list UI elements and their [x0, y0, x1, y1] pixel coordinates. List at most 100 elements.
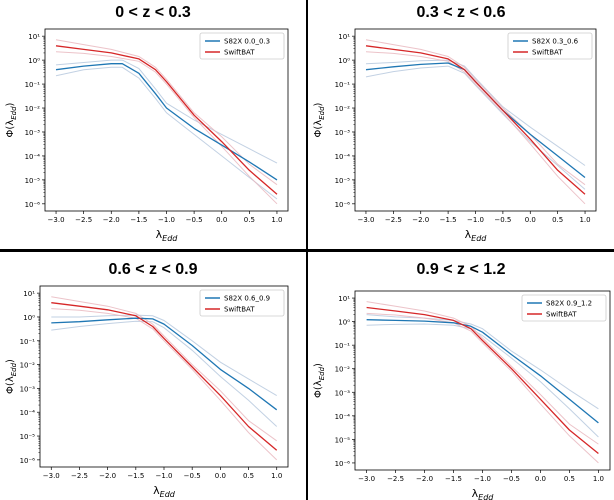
x-tick-label: −2.0 — [412, 216, 429, 224]
x-tick-label: −2.0 — [103, 216, 120, 224]
panel-title: 0 < z < 0.3 — [115, 4, 191, 21]
x-tick-label: −2.0 — [416, 475, 433, 483]
y-tick-label: 10⁰ — [338, 319, 350, 327]
x-tick-label: −1.5 — [445, 475, 462, 483]
y-tick-label: 10⁻¹ — [25, 81, 41, 89]
series-upper-bound — [51, 296, 277, 442]
x-tick-label: −0.5 — [494, 216, 511, 224]
x-tick-label: −1.5 — [440, 216, 457, 224]
legend-label: SwiftBAT — [224, 49, 255, 57]
legend-box — [199, 32, 285, 60]
y-tick-label: 10⁰ — [28, 57, 40, 65]
panel-title: 0.9 < z < 1.2 — [416, 261, 506, 278]
horizontal-divider — [0, 249, 614, 252]
x-tick-label: −3.0 — [43, 472, 60, 480]
x-tick-label: 0.5 — [564, 475, 575, 483]
y-tick-label: 10⁻⁴ — [335, 413, 351, 421]
x-tick-label: −1.0 — [158, 216, 175, 224]
y-tick-label: 10⁻⁵ — [335, 177, 351, 185]
panel-z-0.9-1.2: 0.9 < z < 1.2 −3.0 −2.5 −2.0 −1.5 −1.0 −0.5 0.… — [308, 252, 614, 500]
series-lower-bound — [55, 66, 278, 200]
x-tick-label: −2.5 — [385, 216, 402, 224]
x-tick-label: −3.0 — [358, 475, 375, 483]
y-tick-label: 10⁻⁵ — [20, 433, 36, 441]
series-upper-bound — [366, 314, 599, 410]
x-tick-label: −0.5 — [186, 216, 203, 224]
legend-label: SwiftBAT — [224, 306, 255, 314]
panel-plot: −3.0 −2.5 −2.0 −1.5 −1.0 −0.5 0.0 0.5 1.0 10⁻⁶ 10⁻… — [5, 285, 289, 499]
x-tick-label: −0.5 — [184, 472, 201, 480]
x-tick-label: 0.0 — [535, 475, 546, 483]
x-tick-label: 0.0 — [525, 216, 536, 224]
x-tick-label: 0.5 — [243, 472, 254, 480]
x-tick-label: 1.0 — [271, 472, 282, 480]
x-tick-label: −3.0 — [48, 216, 65, 224]
y-tick-label: 10⁻³ — [335, 129, 351, 137]
legend-label: SwiftBAT — [532, 49, 563, 57]
legend-label: S82X 0.3_0.6 — [532, 38, 579, 46]
y-tick-label: 10⁻⁵ — [25, 177, 41, 185]
series-line — [51, 302, 278, 451]
x-tick-label: −2.5 — [387, 475, 404, 483]
y-tick-label: 10⁻⁴ — [335, 153, 351, 161]
series-upper-bound — [366, 301, 599, 445]
x-axis-label: λEdd — [465, 228, 488, 243]
series-line — [366, 319, 599, 424]
series-line — [365, 45, 586, 195]
y-tick-label: 10⁻¹ — [335, 81, 351, 89]
y-tick-label: 10⁻² — [335, 366, 351, 374]
x-axis-label: λEdd — [472, 487, 495, 500]
series-line — [366, 306, 599, 455]
x-tick-label: −3.0 — [357, 216, 374, 224]
y-tick-label: 10⁻¹ — [335, 342, 351, 350]
legend-label: S82X 0.9_1.2 — [546, 300, 592, 308]
x-axis-label: λEdd — [153, 484, 176, 499]
y-tick-label: 10⁻⁶ — [335, 460, 351, 468]
series-line — [55, 45, 278, 195]
legend-label: S82X 0.0_0.3 — [224, 38, 270, 46]
series-upper-bound — [55, 39, 278, 186]
x-tick-label: 0.5 — [244, 216, 255, 224]
x-tick-label: 0.0 — [215, 472, 226, 480]
y-tick-label: 10⁻² — [20, 362, 36, 370]
legend-box — [521, 294, 607, 322]
panel-z-0.6-0.9: 0.6 < z < 0.9 −3.0 −2.5 −2.0 −1.5 −1.0 −0.5 0.… — [0, 252, 306, 500]
y-tick-label: 10⁰ — [338, 57, 350, 65]
y-tick-label: 10¹ — [28, 33, 40, 41]
x-tick-label: 0.5 — [552, 216, 563, 224]
series-lower-bound — [51, 320, 278, 427]
panel-title: 0.3 < z < 0.6 — [416, 4, 506, 21]
series-upper-bound — [55, 59, 278, 164]
series-group — [366, 301, 599, 464]
series-lower-bound — [366, 312, 599, 464]
series-lower-bound — [365, 51, 586, 205]
y-tick-label: 10⁻⁶ — [335, 201, 351, 209]
panel-z-0.3-0.6: 0.3 < z < 0.6 −3.0 −2.5 −2.0 −1.5 −1.0 −0.5 0.… — [308, 0, 614, 249]
y-tick-label: 10⁻² — [335, 105, 351, 113]
y-tick-label: 10⁻⁶ — [20, 457, 36, 465]
y-tick-label: 10⁻³ — [20, 385, 36, 393]
x-tick-label: −2.0 — [99, 472, 116, 480]
x-tick-label: −2.5 — [71, 472, 88, 480]
y-tick-label: 10⁻⁵ — [335, 436, 351, 444]
y-axis-label: Φ(λEdd) — [313, 102, 326, 137]
y-tick-label: 10⁻² — [25, 105, 41, 113]
y-tick-label: 10⁻³ — [335, 389, 351, 397]
y-tick-label: 10⁻⁴ — [20, 409, 36, 417]
series-upper-bound — [365, 59, 586, 166]
legend-label: SwiftBAT — [546, 311, 577, 319]
x-tick-label: 0.0 — [216, 216, 227, 224]
x-tick-label: 1.0 — [593, 475, 604, 483]
legend-box — [199, 289, 285, 317]
y-axis-label: Φ(λEdd) — [5, 359, 18, 394]
y-tick-label: 10¹ — [338, 33, 350, 41]
y-tick-label: 10⁰ — [23, 314, 35, 322]
series-lower-bound — [365, 65, 586, 190]
series-line — [51, 317, 278, 411]
series-group — [51, 296, 278, 461]
y-tick-label: 10¹ — [23, 290, 35, 298]
legend-label: S82X 0.6_0.9 — [224, 295, 270, 303]
series-group — [365, 39, 586, 205]
x-axis-label: λEdd — [156, 228, 179, 243]
x-tick-label: 1.0 — [271, 216, 282, 224]
